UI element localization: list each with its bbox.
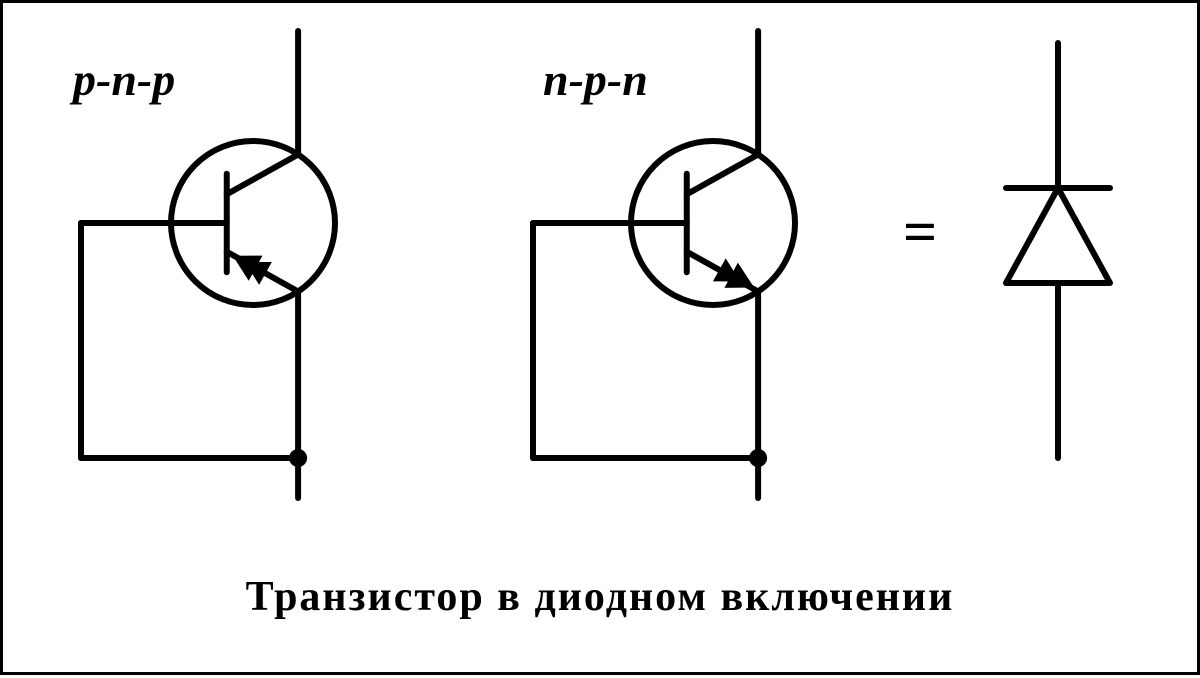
npn-label: n-p-n [543, 53, 648, 106]
pnp-label: p-n-p [73, 53, 175, 106]
caption-text: Транзистор в диодном включении [3, 573, 1197, 621]
equals-sign: = [903, 198, 937, 267]
diagram-container: p-n-p n-p-n = Транзистор в диодном включ… [0, 0, 1200, 675]
